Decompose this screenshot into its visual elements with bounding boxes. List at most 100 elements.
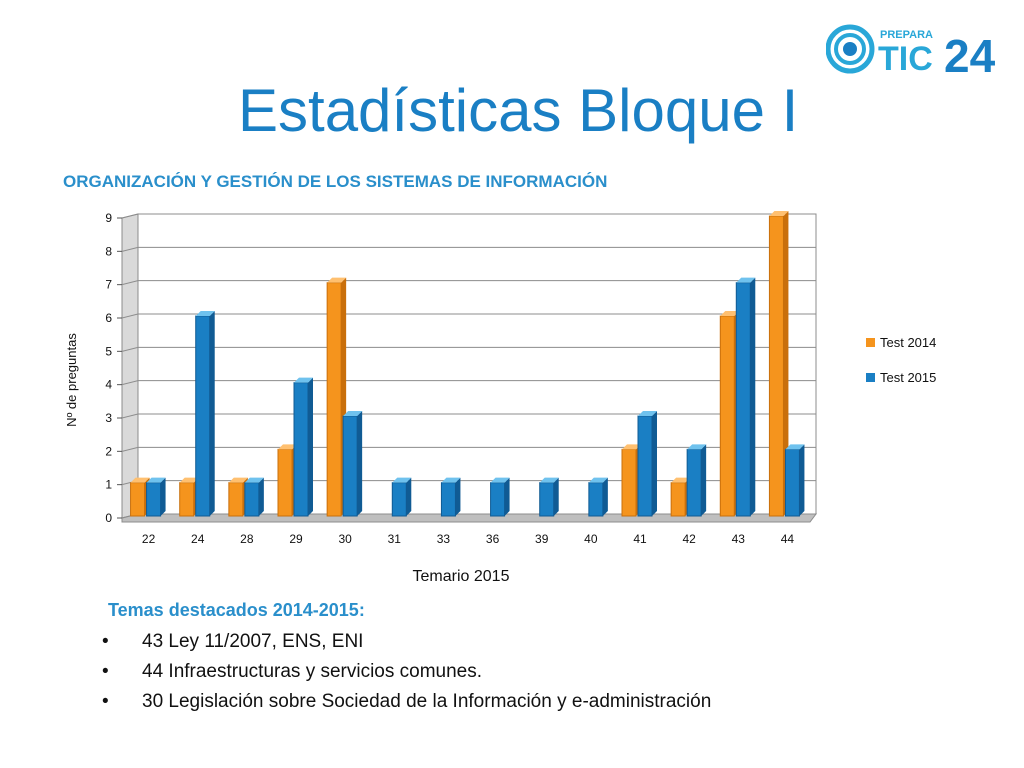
logo-24-text: 24 bbox=[944, 30, 996, 78]
bar-top bbox=[638, 411, 657, 416]
bar-side bbox=[455, 477, 461, 516]
y-tick-label: 2 bbox=[105, 444, 112, 458]
back-wall bbox=[137, 213, 817, 515]
x-tick-label: 24 bbox=[191, 532, 205, 546]
x-tick-label: 31 bbox=[388, 532, 402, 546]
bar-front bbox=[391, 482, 407, 517]
bar-top bbox=[588, 477, 608, 483]
legend-label: Test 2015 bbox=[880, 370, 936, 385]
x-tick-label: 44 bbox=[781, 532, 795, 546]
x-tick-label: 41 bbox=[633, 532, 647, 546]
logo-small-text: PREPARA bbox=[880, 29, 933, 41]
y-axis-label: Nº de preguntas bbox=[64, 333, 79, 427]
x-tick-label: 43 bbox=[732, 532, 746, 546]
bar-front bbox=[719, 315, 735, 517]
bar bbox=[228, 477, 248, 517]
x-tick-label: 42 bbox=[682, 532, 696, 546]
y-axis-ticks: 0 1 2 3 4 5 6 7 8 9 bbox=[105, 211, 112, 525]
y-tick-label: 6 bbox=[105, 311, 112, 325]
bar bbox=[686, 444, 707, 517]
bar-top bbox=[720, 311, 740, 316]
bar-top bbox=[130, 477, 150, 483]
bar-top bbox=[343, 411, 363, 416]
x-tick-label: 22 bbox=[142, 532, 156, 546]
y-tick-label: 4 bbox=[105, 378, 112, 392]
bar-top bbox=[195, 311, 215, 316]
bar-side bbox=[258, 477, 264, 516]
logo-tic-text: TIC bbox=[878, 40, 933, 78]
bar-side bbox=[308, 377, 313, 516]
bar-top bbox=[441, 477, 461, 483]
bar bbox=[735, 277, 756, 517]
bar-top bbox=[671, 477, 691, 483]
bar-front bbox=[342, 415, 358, 517]
floor bbox=[121, 513, 817, 523]
bar-front bbox=[588, 482, 604, 517]
highlights-section: Temas destacados 2014-2015: • 43 Ley 11/2… bbox=[102, 600, 715, 717]
bar-top bbox=[179, 477, 199, 483]
gridline-side bbox=[121, 413, 139, 419]
highlights-heading: Temas destacados 2014-2015: bbox=[108, 600, 365, 620]
bar-top bbox=[392, 477, 412, 483]
bar bbox=[784, 444, 805, 517]
x-tick-label: 29 bbox=[289, 532, 303, 546]
y-tick-label: 8 bbox=[105, 244, 112, 258]
y-tick-label: 0 bbox=[105, 511, 112, 525]
gridline-side bbox=[121, 213, 139, 219]
bar-front bbox=[228, 482, 244, 517]
bar-front bbox=[539, 482, 555, 517]
bar bbox=[539, 477, 559, 517]
x-axis-ticks: 22 24 28 29 30 31 33 36 39 40 41 42 43 44 bbox=[142, 532, 795, 546]
bar bbox=[146, 477, 166, 517]
bar bbox=[326, 277, 347, 517]
highlight-text: 30 Legislación sobre Sociedad de la Info… bbox=[142, 691, 712, 712]
bar-top bbox=[327, 277, 347, 283]
bar-side bbox=[652, 411, 657, 516]
bar bbox=[440, 477, 461, 517]
y-tick-label: 1 bbox=[105, 478, 112, 492]
bar-top bbox=[769, 211, 789, 216]
bar-front bbox=[637, 415, 653, 517]
bar-front bbox=[670, 482, 686, 517]
bar-front bbox=[195, 315, 211, 517]
y-tick-label: 3 bbox=[105, 411, 112, 425]
bar-side bbox=[406, 477, 412, 516]
gridline-side bbox=[121, 313, 139, 319]
y-tick-label: 9 bbox=[105, 211, 112, 225]
chart-walls bbox=[121, 213, 817, 523]
bar bbox=[391, 477, 412, 517]
highlight-item: • 30 Legislación sobre Sociedad de la Inf… bbox=[102, 687, 712, 717]
gridline-side bbox=[121, 280, 139, 286]
y-tick-label: 5 bbox=[105, 344, 112, 358]
bullet-marker: • bbox=[102, 631, 109, 652]
bar-side bbox=[357, 411, 363, 516]
legend-swatch bbox=[866, 338, 875, 347]
side-wall bbox=[121, 213, 139, 519]
bar-top bbox=[278, 444, 297, 450]
x-tick-label: 33 bbox=[437, 532, 451, 546]
bar-side bbox=[750, 277, 756, 516]
bar-front bbox=[440, 482, 456, 517]
bar-front bbox=[490, 482, 506, 517]
bar bbox=[195, 311, 215, 517]
x-tick-label: 28 bbox=[240, 532, 254, 546]
bar-top bbox=[244, 477, 264, 483]
bar-front bbox=[179, 482, 195, 517]
bar-side bbox=[160, 477, 166, 516]
chart-legend: Test 2014 Test 2015 bbox=[866, 335, 936, 385]
chart-subtitle: ORGANIZACIÓN Y GESTIÓN DE LOS SISTEMAS D… bbox=[63, 172, 608, 191]
legend-label: Test 2014 bbox=[880, 335, 936, 350]
gridline-side bbox=[121, 346, 139, 352]
highlight-item: • 43 Ley 11/2007, ENS, ENI bbox=[102, 627, 711, 657]
x-tick-label: 30 bbox=[338, 532, 352, 546]
bar-top bbox=[294, 377, 313, 383]
bar-front bbox=[146, 482, 162, 517]
bar-side bbox=[701, 444, 707, 516]
bar bbox=[293, 377, 313, 517]
x-tick-label: 36 bbox=[486, 532, 500, 546]
bar-front bbox=[244, 482, 260, 517]
bar bbox=[588, 477, 608, 517]
bar bbox=[244, 477, 264, 517]
bar bbox=[342, 411, 363, 517]
bar-side bbox=[602, 477, 608, 516]
